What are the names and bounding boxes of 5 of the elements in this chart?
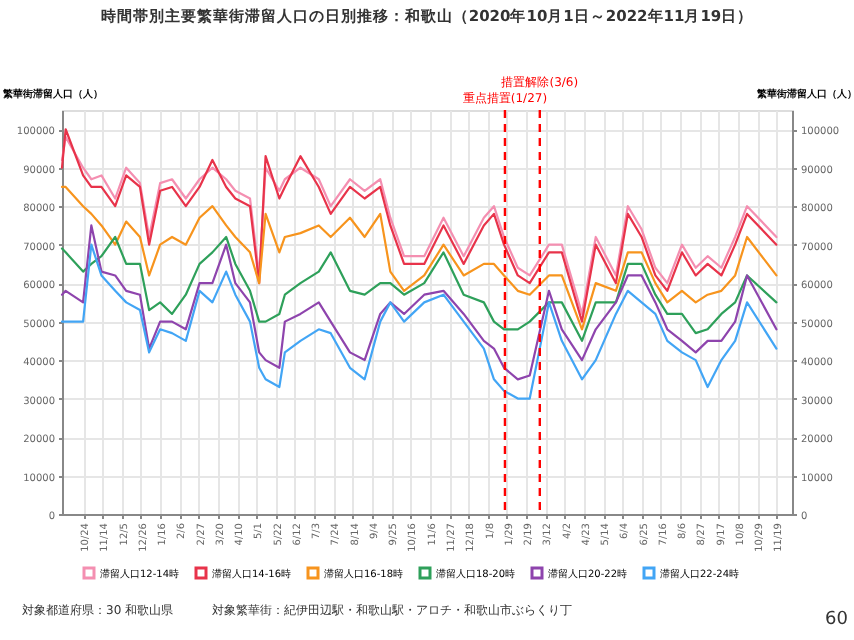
line-series — [60, 224, 778, 381]
line-series — [60, 243, 778, 400]
line-series — [60, 185, 778, 331]
line-series — [60, 235, 778, 342]
text: 60 — [825, 610, 849, 630]
